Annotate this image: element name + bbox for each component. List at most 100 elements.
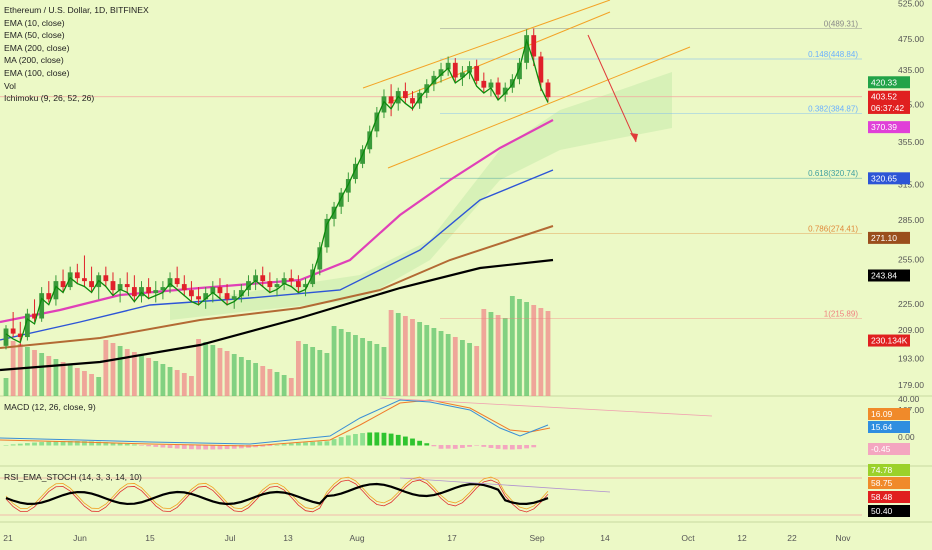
candle-body	[353, 163, 358, 180]
candle-body	[467, 66, 472, 73]
volume-bar	[495, 315, 501, 396]
volume-bar	[3, 378, 9, 396]
volume-bar	[538, 308, 544, 396]
time-tick-label: 12	[737, 533, 747, 543]
candle-body	[196, 296, 201, 300]
volume-bar	[317, 350, 323, 396]
projection-arrow	[587, 34, 637, 143]
volume-bar	[246, 360, 251, 396]
volume-bar	[481, 309, 487, 396]
candle-body	[67, 272, 73, 288]
candle-body	[82, 278, 87, 282]
volume-bar	[253, 363, 259, 396]
macd-histogram-bar	[467, 445, 472, 447]
macd-histogram-bar	[317, 441, 323, 446]
time-tick-label: Nov	[835, 533, 851, 543]
macd-tag	[868, 443, 910, 455]
macd-histogram-bar	[331, 439, 337, 446]
price-tick-label: 285.00	[898, 215, 924, 225]
ichimoku-cloud	[170, 72, 672, 320]
price-tag-label: 403.52	[871, 92, 897, 102]
candle-body	[17, 333, 23, 338]
macd-panel-label[interactable]: MACD (12, 26, close, 9)	[4, 402, 96, 412]
volume-bar	[474, 346, 480, 396]
candle-body	[60, 281, 66, 288]
indicator-ema10-label[interactable]: EMA (10, close)	[4, 17, 65, 28]
macd-histogram-bar	[203, 445, 209, 450]
macd-histogram-bar	[224, 445, 230, 450]
macd-histogram-bar	[160, 445, 166, 448]
candle-body	[181, 284, 187, 291]
candle-body	[517, 62, 522, 80]
price-tick-label: 167.00	[898, 405, 924, 415]
candle-body	[445, 62, 451, 70]
candle-body	[217, 287, 223, 294]
candle-body	[452, 62, 458, 78]
macd-histogram-bar	[53, 441, 59, 446]
volume-bar	[96, 377, 102, 396]
price-tag	[868, 101, 910, 114]
macd-histogram-bar	[17, 443, 23, 446]
volume-bar	[167, 367, 173, 396]
indicator-ema100-label[interactable]: EMA (100, close)	[4, 67, 70, 78]
volume-bar	[424, 325, 430, 396]
price-tag	[868, 121, 910, 134]
price-tag-label: 320.65	[871, 173, 897, 183]
price-tag-label: 420.33	[871, 77, 897, 87]
macd-histogram-bar	[417, 440, 423, 446]
macd-histogram-bar	[103, 442, 109, 446]
chart-title[interactable]: Ethereum / U.S. Dollar, 1D, BITFINEX	[4, 5, 149, 15]
macd-histogram-bar	[281, 444, 287, 446]
macd-histogram-bar	[374, 432, 380, 446]
volume-bar	[32, 350, 37, 396]
macd-histogram-bar	[524, 445, 530, 449]
macd-histogram-bar	[124, 443, 130, 446]
indicator-vol-label[interactable]: Vol	[4, 80, 16, 91]
volume-bar	[110, 343, 116, 396]
macd-histogram-bar	[338, 437, 344, 446]
indicator-ema50-label[interactable]: EMA (50, close)	[4, 30, 65, 41]
candle-body	[231, 296, 237, 300]
candle-body	[438, 69, 444, 76]
macd-histogram-bar	[117, 443, 123, 446]
macd-tag-label: -0.45	[871, 444, 891, 454]
price-tag-label: 06:37:42	[871, 103, 904, 113]
volume-bar	[295, 341, 301, 396]
volume-bar	[181, 373, 187, 396]
indicator-ema200-label[interactable]: EMA (200, close)	[4, 42, 70, 53]
price-tag-label: 230.134K	[871, 336, 908, 346]
macd-tag-label: 15.64	[871, 422, 893, 432]
volume-bar	[303, 344, 308, 396]
macd-histogram-bar	[310, 441, 316, 446]
macd-histogram-bar	[431, 445, 437, 447]
volume-bar	[452, 337, 458, 396]
price-tick-label: 525.00	[898, 0, 924, 8]
volume-bar	[39, 353, 45, 396]
macd-histogram-bar	[217, 445, 223, 450]
indicator-ma200-label[interactable]: MA (200, close)	[4, 55, 64, 66]
candle-body	[46, 293, 52, 300]
rsi-tag-label: 74.78	[871, 465, 893, 475]
macd-histogram-bar	[410, 438, 415, 446]
macd-tick-label: 0.00	[898, 432, 915, 442]
candle-body	[74, 272, 80, 279]
macd-histogram-bar	[39, 442, 45, 446]
time-tick-label: 21	[3, 533, 13, 543]
time-tick-label: Aug	[349, 533, 364, 543]
candle-body	[502, 87, 508, 95]
candle-body	[10, 328, 16, 334]
macd-histogram-bar	[60, 441, 66, 446]
rsi-panel-label[interactable]: RSI_EMA_STOCH (14, 3, 3, 14, 10)	[4, 472, 142, 482]
rsi-tag	[868, 491, 910, 503]
volume-bar	[139, 355, 144, 396]
candle-body	[174, 278, 180, 285]
stoch-k-line	[5, 476, 549, 510]
volume-bar	[381, 347, 387, 396]
volume-bar	[417, 322, 423, 396]
volume-bar	[281, 375, 287, 396]
candle-body	[303, 284, 308, 288]
volume-bar	[24, 347, 30, 396]
indicator-ichimoku-label[interactable]: Ichimoku (9, 26, 52, 26)	[4, 93, 95, 104]
